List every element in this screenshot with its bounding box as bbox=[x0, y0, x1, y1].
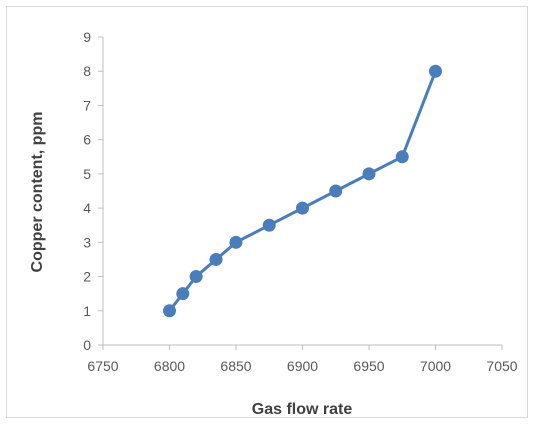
x-tick-label: 7050 bbox=[486, 358, 517, 374]
data-point bbox=[429, 64, 442, 78]
y-tick-label: 4 bbox=[83, 200, 91, 216]
x-axis-title: Gas flow rate bbox=[252, 401, 353, 418]
data-point bbox=[362, 167, 376, 181]
x-tick-label: 6950 bbox=[353, 358, 384, 374]
data-point bbox=[229, 235, 243, 249]
axes bbox=[98, 36, 503, 350]
data-point bbox=[209, 252, 223, 266]
y-tick-label: 2 bbox=[83, 269, 91, 285]
y-axis-title: Copper content, ppm bbox=[29, 112, 46, 273]
series-layer bbox=[163, 64, 442, 318]
data-point bbox=[262, 218, 276, 232]
x-tick-label: 6850 bbox=[220, 358, 251, 374]
y-tick-label: 0 bbox=[83, 337, 91, 353]
y-tick-label: 3 bbox=[83, 234, 91, 250]
data-point bbox=[163, 304, 176, 318]
tick-labels: 0 1 2 3 4 5 6 7 8 9 6750 6800 6850 6900 6950 7000 7050 bbox=[83, 29, 518, 374]
data-point bbox=[395, 150, 409, 164]
data-point bbox=[189, 270, 203, 284]
x-tick-label: 7000 bbox=[420, 358, 451, 374]
y-tick-label: 5 bbox=[83, 166, 91, 182]
chart-border bbox=[6, 6, 528, 418]
x-tick-label: 6800 bbox=[154, 358, 185, 374]
data-point bbox=[329, 184, 343, 198]
data-point bbox=[176, 287, 190, 301]
series-line bbox=[168, 70, 437, 312]
y-tick-label: 7 bbox=[83, 97, 91, 113]
x-tick-label: 6900 bbox=[287, 358, 318, 374]
y-tick-label: 9 bbox=[83, 29, 91, 45]
y-tick-label: 6 bbox=[83, 132, 91, 148]
y-tick-label: 1 bbox=[83, 303, 91, 319]
data-point bbox=[296, 201, 309, 215]
x-tick-label: 6750 bbox=[87, 358, 118, 374]
y-tick-label: 8 bbox=[83, 63, 91, 79]
